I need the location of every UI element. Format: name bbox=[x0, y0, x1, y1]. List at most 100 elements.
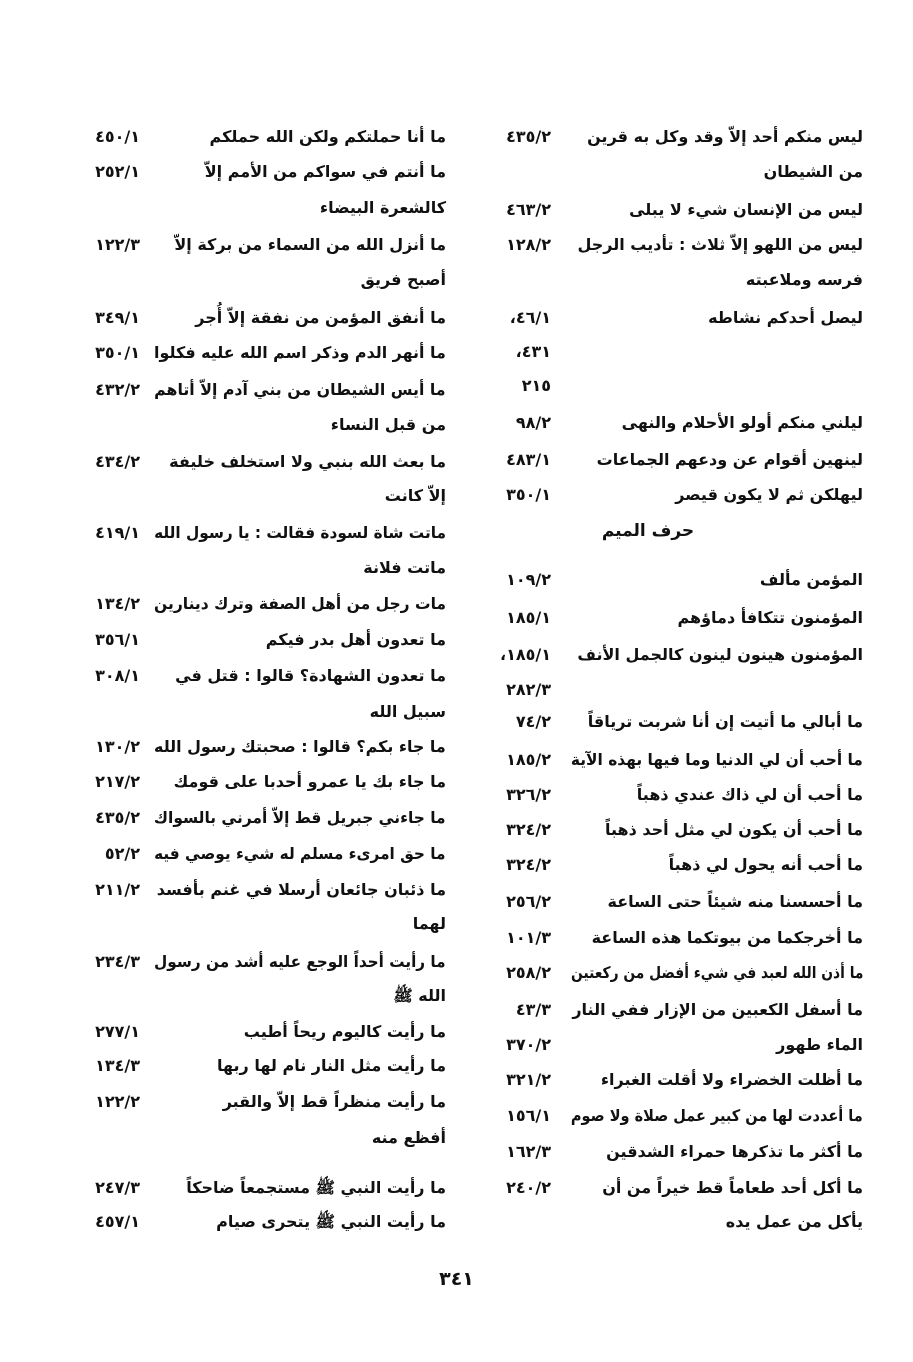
index-entry-text: ما جاء بك يا عمرو أحدبا على قومك bbox=[173, 772, 446, 791]
index-entry-reference: ٢٥٨/٢ bbox=[506, 963, 551, 982]
index-entry-reference: ٢٨٢/٣ bbox=[506, 680, 551, 699]
index-entry-text: ما رأيت كاليوم ريحاً أطيب bbox=[243, 1022, 446, 1041]
index-entry-text: ما أيس الشيطان من بني آدم إلاّ أتاهم bbox=[154, 380, 446, 399]
index-entry-reference: ٣٢٤/٢ bbox=[506, 820, 551, 839]
index-entry-text: فرسه وملاعبته bbox=[745, 270, 863, 289]
index-entry-reference: ،١٨٥/١ bbox=[500, 645, 551, 664]
index-entry-reference: ٣٤٩/١ bbox=[95, 308, 140, 327]
index-entry-text: ليس منكم أحد إلاّ وقد وكل به قرين bbox=[587, 127, 863, 146]
index-entry-text: ما تعدون أهل بدر فيكم bbox=[265, 630, 446, 649]
index-entry-text: مات رجل من أهل الصفة وترك دينارين bbox=[153, 594, 446, 613]
index-entry-reference: ٤٦٣/٢ bbox=[506, 200, 551, 219]
index-entry-text: ما أظلت الخضراء ولا أقلت الغبراء bbox=[600, 1070, 863, 1089]
index-entry-reference: ١٢٨/٢ bbox=[506, 235, 551, 254]
index-entry-text: ليس من اللهو إلاّ ثلاث : تأديب الرجل bbox=[577, 235, 863, 254]
index-entry-reference: ٤٣/٣ bbox=[515, 1000, 551, 1019]
index-entry-text: من قبل النساء bbox=[330, 415, 446, 434]
index-entry-text: ما أنزل الله من السماء من بركة إلاّ bbox=[174, 235, 446, 254]
index-entry-reference: ١٣٠/٢ bbox=[95, 737, 140, 756]
index-entry-text: ما رأيت مثل النار نام لها ربها bbox=[216, 1056, 446, 1075]
index-entry-reference: ١٨٥/٢ bbox=[506, 750, 551, 769]
index-entry-text: ما أنفق المؤمن من نفقة إلاّ أُجر bbox=[195, 308, 446, 327]
index-entry-text: سبيل الله bbox=[369, 702, 446, 721]
index-entry-text: الماء طهور bbox=[776, 1035, 863, 1054]
index-entry-reference: ٤٣٥/٢ bbox=[95, 808, 140, 827]
index-entry-text: ما أحب أن لي الدنيا وما فيها بهذه الآية bbox=[571, 750, 863, 769]
index-entry-reference: ١٢٢/٢ bbox=[95, 1092, 140, 1111]
index-entry-text: ما رأيت منظراً قط إلاّ والقبر bbox=[222, 1092, 446, 1111]
index-entry-text: كالشعرة البيضاء bbox=[319, 198, 446, 217]
index-entry-text: ما جاء بكم؟ قالوا : صحبتك رسول الله bbox=[154, 737, 446, 756]
index-entry-text: ما رأيت النبي ﷺ مستجمعاً ضاحكاً bbox=[186, 1178, 446, 1197]
index-entry-reference: ٢٥٦/٢ bbox=[506, 892, 551, 911]
index-entry-reference: ١٢٢/٣ bbox=[95, 235, 140, 254]
index-entry-reference: ٢٤٠/٢ bbox=[506, 1178, 551, 1197]
index-entry-reference: ٢٧٧/١ bbox=[95, 1022, 140, 1041]
index-entry-text: ليصل أحدكم نشاطه bbox=[708, 308, 863, 327]
page-number: ٣٤١ bbox=[439, 1268, 474, 1290]
index-entry-text: ما أخرجكما من بيوتكما هذه الساعة bbox=[591, 928, 863, 947]
index-entry-text: أفظع منه bbox=[371, 1128, 446, 1147]
index-entry-reference: ٢١٥ bbox=[521, 376, 551, 395]
index-entry-text: ليهلكن ثم لا يكون قيصر bbox=[675, 485, 863, 504]
index-entry-reference: ٧٤/٢ bbox=[515, 712, 551, 731]
index-entry-text: لهما bbox=[412, 914, 446, 933]
index-entry-reference: ٣٢١/٢ bbox=[506, 1070, 551, 1089]
index-entry-reference: ٩٨/٢ bbox=[515, 413, 551, 432]
index-entry-text: إلاّ كانت bbox=[384, 486, 446, 505]
index-entry-reference: ١٨٥/١ bbox=[506, 608, 551, 627]
index-entry-reference: ٣٧٠/٢ bbox=[506, 1035, 551, 1054]
index-entry-reference: ٥٢/٢ bbox=[104, 844, 140, 863]
index-entry-text: المؤمنون تتكافأ دماؤهم bbox=[677, 608, 863, 627]
index-entry-reference: ١٣٤/٣ bbox=[95, 1056, 140, 1075]
index-entry-text: ما أحب أن لي ذاك عندي ذهباً bbox=[636, 785, 863, 804]
index-entry-reference: ٣٠٨/١ bbox=[95, 666, 140, 685]
index-entry-reference: ٣٥٠/١ bbox=[95, 343, 140, 362]
index-entry-reference: ٢٣٤/٣ bbox=[95, 952, 140, 971]
index-entry-text: ما أسفل الكعبين من الإزار ففي النار bbox=[572, 1000, 863, 1019]
index-entry-text: من الشيطان bbox=[763, 162, 863, 181]
index-entry-text: ما أذن الله لعبد في شيء أفضل من ركعتين bbox=[570, 963, 863, 982]
index-entry-text: المؤمنون هينون لينون كالجمل الأنف bbox=[577, 645, 863, 664]
index-entry-reference: ٢٥٢/١ bbox=[95, 162, 140, 181]
index-entry-text: ماتت فلانة bbox=[363, 558, 446, 577]
index-entry-text: ما أنتم في سواكم من الأمم إلاّ bbox=[204, 162, 446, 181]
index-entry-reference: ،٤٦/١ bbox=[509, 308, 551, 327]
index-entry-text: ماتت شاة لسودة فقالت : يا رسول الله bbox=[154, 523, 446, 542]
index-entry-text: أصبح فريق bbox=[360, 270, 446, 289]
index-entry-text: ما أكل أحد طعاماً قط خيراً من أن bbox=[602, 1178, 863, 1197]
index-entry-reference: ١٣٤/٢ bbox=[95, 594, 140, 613]
index-entry-reference: ٢١٧/٢ bbox=[95, 772, 140, 791]
index-entry-reference: ،٤٣١ bbox=[515, 342, 551, 361]
index-entry-text: ما أبالي ما أتيت إن أنا شربت ترياقاً bbox=[587, 712, 863, 731]
section-heading: حرف الميم bbox=[601, 521, 695, 541]
index-entry-text: لينهين أقوام عن ودعهم الجماعات bbox=[596, 450, 863, 469]
index-entry-reference: ٤٨٣/١ bbox=[506, 450, 551, 469]
index-entry-reference: ١٥٦/١ bbox=[506, 1106, 551, 1125]
index-entry-reference: ٤١٩/١ bbox=[95, 523, 140, 542]
index-entry-reference: ٢٤٧/٣ bbox=[95, 1178, 140, 1197]
index-entry-text: ما جاءني جبريل قط إلاّ أمرني بالسواك bbox=[154, 808, 446, 827]
index-entry-text: ليس من الإنسان شيء لا يبلى bbox=[629, 200, 863, 219]
index-entry-text: ما رأيت أحداً الوجع عليه أشد من رسول bbox=[154, 952, 446, 971]
index-entry-text: ما أحب أنه يحول لي ذهباً bbox=[668, 855, 863, 874]
index-entry-reference: ٤٣٢/٢ bbox=[95, 380, 140, 399]
index-entry-text: ليلني منكم أولو الأحلام والنهى bbox=[621, 413, 863, 432]
index-entry-reference: ٤٣٥/٢ bbox=[506, 127, 551, 146]
index-entry-text: ما بعث الله بنبي ولا استخلف خليفة bbox=[169, 452, 446, 471]
index-entry-reference: ١٦٢/٣ bbox=[506, 1142, 551, 1161]
index-entry-text: ما رأيت النبي ﷺ يتحرى صيام bbox=[216, 1212, 446, 1231]
index-entry-text: ما تعدون الشهادة؟ قالوا : قتل في bbox=[175, 666, 446, 685]
index-entry-text: ما أنا حملتكم ولكن الله حملكم bbox=[209, 127, 446, 146]
index-entry-text: ما حق امرىء مسلم له شيء يوصي فيه bbox=[154, 844, 446, 863]
index-entry-reference: ٣٥٠/١ bbox=[506, 485, 551, 504]
index-entry-text: الله ﷺ bbox=[393, 986, 446, 1005]
index-entry-text: ما أنهر الدم وذكر اسم الله عليه فكلوا bbox=[154, 343, 446, 362]
index-entry-reference: ٢١١/٢ bbox=[95, 880, 140, 899]
index-entry-reference: ٣٢٤/٢ bbox=[506, 855, 551, 874]
index-entry-text: ما أحسسنا منه شيئاً حتى الساعة bbox=[607, 892, 864, 911]
index-entry-reference: ٤٥٠/١ bbox=[95, 127, 140, 146]
index-entry-text: يأكل من عمل يده bbox=[725, 1212, 863, 1231]
index-entry-reference: ٤٣٤/٢ bbox=[95, 452, 140, 471]
index-entry-text: ما أعددت لها من كبير عمل صلاة ولا صوم bbox=[571, 1106, 863, 1125]
